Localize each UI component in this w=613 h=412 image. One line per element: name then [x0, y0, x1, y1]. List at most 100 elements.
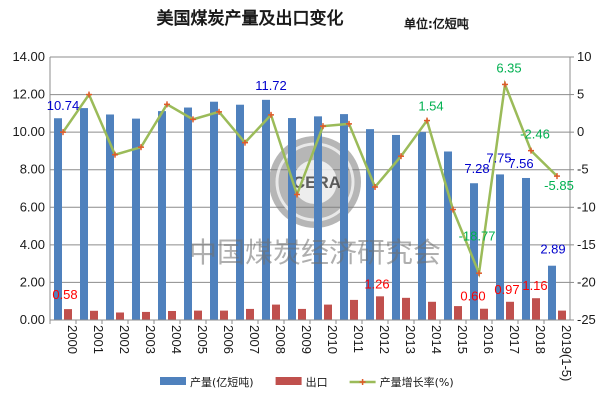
y2-tick-label: 10 [577, 49, 591, 64]
x-tick-label: 2004 [169, 325, 184, 354]
production-bar [418, 132, 426, 320]
production-bar [522, 177, 530, 320]
data-label: 1.16 [522, 278, 547, 293]
production-bar [132, 118, 140, 320]
data-label: 1.26 [364, 276, 389, 291]
x-tick-label: 2012 [377, 325, 392, 354]
export-bar [506, 301, 514, 320]
x-tick-label: 2009 [299, 325, 314, 354]
x-tick-label: 2006 [221, 325, 236, 354]
data-label: 10.74 [47, 98, 80, 113]
data-labels: 10.74 11.72 7.287.757.56 2.89 0.58 1.26 0.60 0.… [47, 60, 574, 303]
x-tick-label: 2007 [247, 325, 262, 354]
export-bar [532, 298, 540, 320]
export-bar [558, 310, 566, 320]
export-bar [324, 304, 332, 320]
data-label: -5.85 [544, 178, 574, 193]
y2-tick-label: -25 [577, 312, 596, 327]
export-bar [350, 299, 358, 320]
data-label: 0.97 [494, 282, 519, 297]
x-tick-label: 2010 [325, 325, 340, 354]
export-bar [194, 310, 202, 320]
growth-line [60, 79, 560, 278]
export-bar [220, 310, 228, 320]
legend-label: 产量(亿短吨) [190, 375, 254, 389]
export-bar [116, 312, 124, 320]
chart-unit: 单位:亿短吨 [404, 16, 469, 31]
production-bar [392, 134, 400, 320]
export-bar [64, 309, 72, 320]
growth-rate-line [61, 79, 558, 278]
production-bar [210, 101, 218, 321]
x-tick-label: 2005 [195, 325, 210, 354]
export-bar [168, 310, 176, 320]
data-label: 0.60 [460, 289, 485, 304]
bar-marks [54, 99, 566, 321]
production-bar [158, 111, 166, 320]
production-bar [106, 114, 114, 320]
y2-tick-label: 0 [577, 124, 584, 139]
data-label: 7.75 [486, 150, 511, 165]
watermark-text: 中国煤炭经济研究会 [189, 236, 441, 269]
export-bar [142, 311, 150, 320]
y-tick-label: 6.00 [20, 199, 45, 214]
legend-swatch [275, 377, 302, 385]
data-label: 7.28 [464, 161, 489, 176]
production-bar [54, 118, 62, 321]
legend-label: 出口 [306, 375, 328, 389]
y-tick-label: 4.00 [20, 237, 45, 252]
production-bar [366, 129, 374, 320]
chart-title: 美国煤炭产量及出口变化 [157, 8, 344, 29]
y-tick-label: 12.00 [12, 87, 45, 102]
data-label: 1.54 [418, 99, 443, 114]
y2-tick-label: -10 [577, 199, 596, 214]
export-bar [272, 304, 280, 320]
legend-label: 产量增长率(%) [380, 375, 454, 389]
x-tick-label: 2015 [455, 325, 470, 354]
y-tick-label: 0.00 [20, 312, 45, 327]
legend-swatch [160, 377, 186, 385]
y2-tick-label: -20 [577, 274, 596, 289]
data-label: 6.35 [496, 60, 521, 75]
x-tick-label: 2014 [429, 325, 444, 354]
axes: 0.00 2.00 4.00 6.00 8.00 10.00 12.00 14.00 -25 -2… [12, 49, 595, 381]
y-tick-label: 2.00 [20, 274, 45, 289]
x-tick-label: 2000 [65, 325, 80, 354]
export-bar [298, 308, 306, 320]
x-tick-label: 2008 [273, 325, 288, 354]
x-tick-label: 2016 [481, 325, 496, 354]
y2-tick-label: -15 [577, 237, 596, 252]
data-label: 2.89 [540, 242, 565, 257]
y2-tick-label: -5 [577, 162, 589, 177]
production-bar [340, 114, 348, 320]
data-label: 0.58 [52, 287, 77, 302]
export-bar [246, 308, 254, 320]
export-bar [90, 310, 98, 320]
export-bar [454, 306, 462, 320]
production-bar [496, 174, 504, 320]
production-bar [184, 107, 192, 320]
production-bar [80, 108, 88, 321]
export-bar [480, 308, 488, 320]
data-label: -2.46 [520, 127, 550, 142]
production-bar [262, 99, 270, 321]
x-tick-label: 2001 [91, 325, 106, 354]
x-tick-label: 2002 [117, 325, 132, 354]
x-tick-label: 2018 [533, 325, 548, 354]
x-tick-label: 2019(1-5) [559, 325, 574, 381]
x-tick-label: 2011 [351, 325, 366, 353]
production-bar [470, 183, 478, 320]
export-bar [428, 301, 436, 320]
export-bar [376, 296, 384, 320]
legend: 产量(亿短吨) 出口 产量增长率(%) [160, 375, 454, 389]
x-tick-label: 2003 [143, 325, 158, 354]
x-tick-label: 2017 [507, 325, 522, 354]
production-bar [288, 118, 296, 320]
y-tick-label: 8.00 [20, 162, 45, 177]
y-tick-label: 14.00 [12, 49, 45, 64]
export-bar [402, 297, 410, 320]
y2-tick-label: 5 [577, 87, 584, 102]
production-bar [444, 151, 452, 320]
data-label: -18.77 [459, 229, 496, 244]
